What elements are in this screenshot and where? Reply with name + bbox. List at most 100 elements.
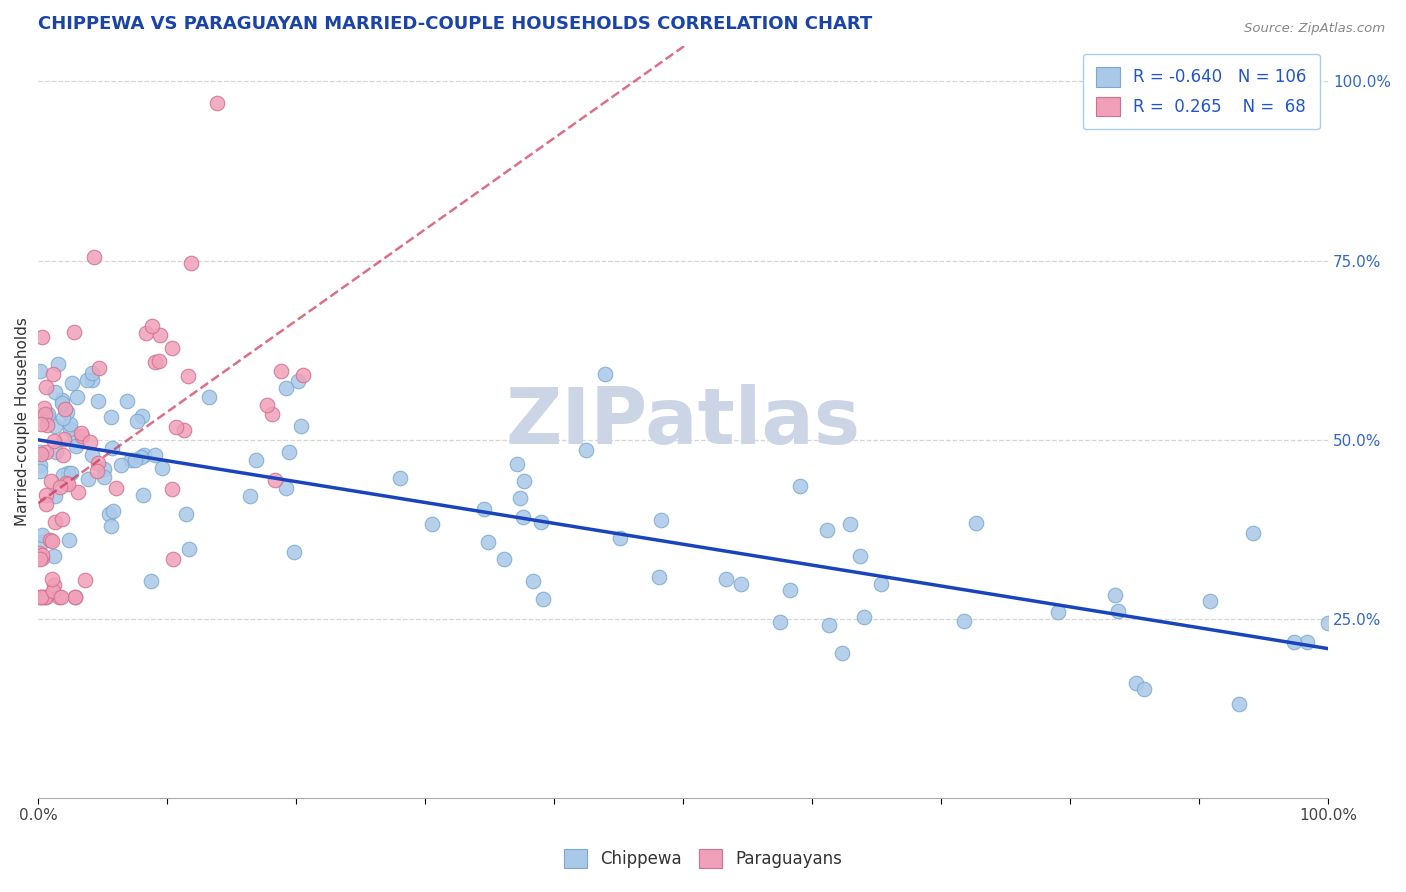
Point [76, 374, 98, 388]
Point [839, 517, 862, 532]
Point [730, 577, 752, 591]
Point [512, 509, 534, 524]
Point [41, 474, 63, 488]
Point [162, 482, 184, 496]
Point [477, 535, 499, 549]
Point [93, 461, 115, 475]
Point [60, 376, 83, 391]
Point [1241, 525, 1264, 540]
Point [287, 375, 309, 389]
Point [65, 591, 87, 605]
Point [31, 591, 53, 605]
Point [55, 475, 77, 490]
Point [44, 385, 66, 400]
Point [831, 646, 853, 660]
Point [73, 574, 96, 588]
Point [198, 391, 221, 405]
Point [42, 434, 65, 448]
Point [278, 445, 301, 459]
Text: CHIPPEWA VS PARAGUAYAN MARRIED-COUPLE HOUSEHOLDS CORRELATION CHART: CHIPPEWA VS PARAGUAYAN MARRIED-COUPLE HO… [38, 15, 873, 33]
Point [509, 491, 531, 506]
Point [131, 409, 153, 424]
Point [148, 353, 170, 368]
Point [65, 439, 87, 453]
Point [472, 501, 495, 516]
Point [274, 381, 297, 395]
Point [30, 447, 52, 461]
Point [51, 395, 73, 409]
Point [714, 573, 737, 587]
Point [37, 410, 59, 425]
Point [30, 552, 52, 566]
Point [522, 574, 544, 588]
Point [30, 364, 52, 378]
Point [1199, 594, 1222, 608]
Point [30, 417, 52, 431]
Point [110, 458, 132, 472]
Point [513, 474, 536, 488]
Point [93, 470, 115, 484]
Point [952, 614, 974, 628]
Point [245, 452, 267, 467]
Point [129, 450, 152, 464]
Point [42, 583, 65, 598]
Point [56, 466, 79, 480]
Point [42, 578, 65, 592]
Point [134, 448, 156, 462]
Point [32, 401, 55, 416]
Point [65, 591, 87, 605]
Point [70, 426, 93, 441]
Point [815, 524, 838, 538]
Point [120, 453, 142, 467]
Point [101, 503, 124, 517]
Point [141, 319, 163, 334]
Point [87, 394, 110, 409]
Point [789, 479, 811, 493]
Point [650, 513, 672, 527]
Point [52, 411, 75, 425]
Point [44, 418, 66, 433]
Y-axis label: Married-couple Households: Married-couple Households [15, 318, 30, 526]
Point [177, 369, 200, 384]
Point [818, 618, 841, 632]
Point [35, 445, 58, 459]
Point [965, 516, 987, 530]
Point [1047, 606, 1070, 620]
Point [124, 452, 146, 467]
Point [593, 368, 616, 382]
Point [58, 533, 80, 547]
Point [1296, 635, 1319, 649]
Point [283, 544, 305, 558]
Point [60, 466, 83, 480]
Point [1227, 697, 1250, 711]
Point [34, 408, 56, 422]
Point [87, 456, 110, 470]
Point [53, 401, 76, 416]
Point [135, 326, 157, 340]
Point [492, 551, 515, 566]
Point [52, 468, 75, 483]
Point [87, 361, 110, 376]
Point [66, 390, 89, 404]
Point [59, 422, 82, 436]
Point [80, 448, 103, 462]
Point [82, 373, 104, 387]
Point [256, 398, 278, 412]
Legend: Chippewa, Paraguayans: Chippewa, Paraguayans [557, 842, 849, 875]
Legend: R = -0.640   N = 106, R =  0.265    N =  68: R = -0.640 N = 106, R = 0.265 N = 68 [1083, 54, 1320, 129]
Point [58, 477, 80, 491]
Point [83, 250, 105, 264]
Point [207, 95, 229, 110]
Point [162, 552, 184, 566]
Point [45, 445, 67, 459]
Point [1104, 588, 1126, 602]
Point [82, 367, 104, 381]
Point [44, 515, 66, 529]
Point [72, 429, 94, 443]
Point [28, 591, 51, 605]
Point [388, 471, 411, 485]
Point [52, 432, 75, 446]
Point [97, 507, 120, 521]
Point [420, 516, 443, 531]
Point [1107, 604, 1129, 618]
